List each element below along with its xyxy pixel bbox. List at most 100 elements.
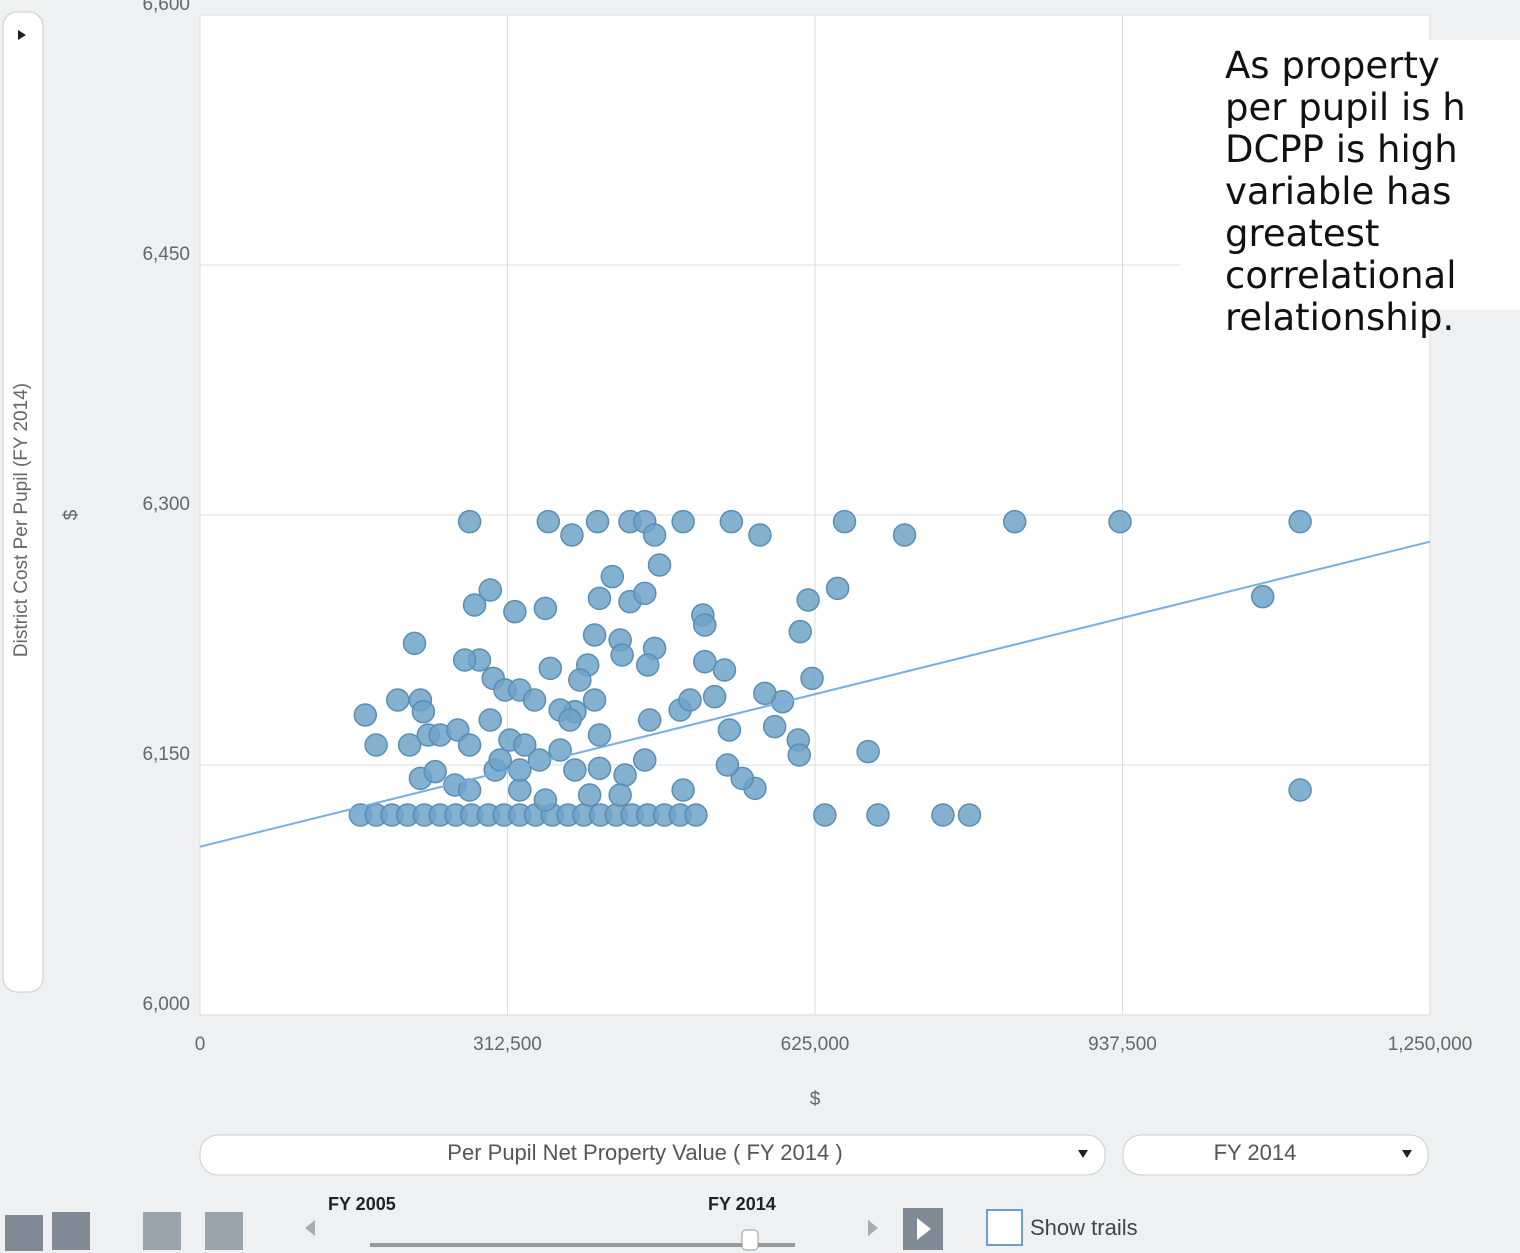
y-axis-title: District Cost Per Pupil (FY 2014) [11,383,32,657]
data-point [702,684,727,709]
dropdown-arrow[interactable] [1078,1150,1088,1158]
x-selector[interactable] [199,1134,1106,1176]
data-point [582,623,607,647]
x-selector-label[interactable]: Per Pupil Net Property Value ( FY 2014 ) [447,1140,842,1165]
data-point [587,723,612,747]
dropdown-arrow[interactable] [1402,1150,1412,1158]
data-point [560,523,584,547]
data-point [813,803,837,827]
data-point [582,688,607,712]
trails-label[interactable]: Show trails [1030,1215,1138,1240]
data-point [719,509,744,534]
x-tick-label: 1,250,000 [1388,1034,1473,1055]
data-point [931,803,955,827]
x-unit: $ [810,1089,821,1110]
side-panel[interactable] [2,11,44,993]
slider-end: FY 2014 [708,1194,776,1214]
trendline [199,540,1431,848]
data-point [536,509,561,534]
data-point [693,649,717,674]
data-point [800,666,824,691]
data-point [610,643,634,667]
download-button[interactable] [52,1212,90,1250]
slider-start: FY 2005 [328,1194,396,1214]
settings-button[interactable] [205,1212,243,1250]
data-point [730,766,754,791]
table-button[interactable] [143,1212,181,1250]
data-point [1250,584,1275,609]
annotation-line: As property [1225,44,1440,87]
data-point [762,714,787,739]
slider-left[interactable] [305,1220,315,1236]
data-point [585,509,610,534]
data-point [402,631,427,656]
data-point [678,688,702,712]
data-point [533,596,558,621]
data-point [608,783,632,807]
fullscreen-button[interactable] [5,1215,43,1251]
size-selector[interactable] [1122,1134,1429,1176]
data-point [671,509,695,534]
data-point [587,586,612,611]
annotation-line: per pupil is h [1225,86,1466,129]
data-point [671,778,695,802]
data-point [832,509,857,534]
data-point [712,658,737,682]
y-tick-label: 6,150 [142,744,190,765]
data-point [613,763,637,787]
step-button[interactable] [868,1220,878,1236]
data-point [788,619,812,644]
data-point [866,803,890,827]
data-point [478,578,503,602]
data-point [684,803,708,827]
data-point [411,699,436,724]
annotation-box [1180,40,1520,310]
x-tick-label: 937,500 [1088,1034,1157,1055]
data-point [796,588,820,612]
data-point [748,523,772,547]
slider-thumb[interactable] [741,1229,759,1251]
y-tick-label: 6,300 [142,494,190,515]
x-tick-label: 312,500 [473,1034,542,1055]
data-point [522,688,547,712]
data-point [558,708,582,732]
data-point [715,753,740,777]
data-point [512,733,537,757]
data-point [533,788,558,812]
annotation-line: relationship. [1225,296,1454,339]
data-point [488,748,512,772]
data-point [577,783,602,807]
data-point [503,599,527,624]
data-point [633,581,657,606]
trails-checkbox[interactable] [986,1209,1023,1246]
data-point [693,613,717,637]
annotation-line: greatest [1225,212,1379,255]
x-tick-label: 0 [195,1034,206,1055]
data-point [787,743,812,767]
data-point [423,759,447,784]
data-point [386,688,410,712]
plot: 6,000 6,150 6,300 6,450 6,600 0 312,500 625,000… [142,0,1472,1055]
y-tick-label: 6,450 [142,244,190,265]
data-point [457,509,482,534]
y-unit: $ [61,509,82,520]
annotation-line: DCPP is high [1225,128,1458,171]
data-point [957,803,982,827]
data-point [568,668,592,692]
data-point [587,756,612,781]
data-point [856,739,880,764]
play-icon[interactable] [917,1218,931,1240]
size-selector-label[interactable]: FY 2014 [1214,1140,1297,1165]
data-point [647,553,672,577]
data-point [633,748,657,772]
annotation-line: correlational [1225,254,1457,297]
data-point [353,703,378,727]
expand-arrow[interactable] [18,30,26,40]
data-point [462,593,487,617]
data-point [397,733,422,757]
data-point [508,778,532,802]
x-tick-label: 625,000 [781,1034,850,1055]
